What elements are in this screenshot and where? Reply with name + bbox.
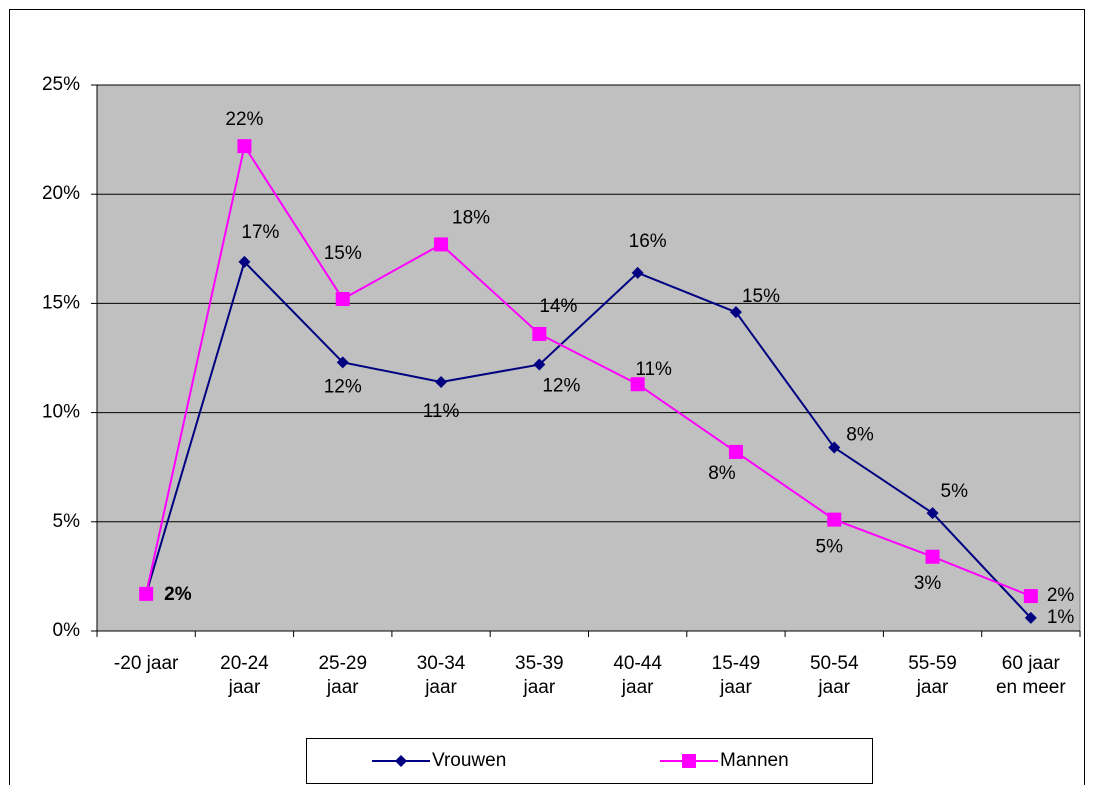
x-tick-label: 30-34 jaar (416, 653, 466, 698)
data-label: 2% (164, 584, 192, 605)
data-point (631, 266, 644, 279)
data-label: 12% (324, 376, 362, 397)
data-point (532, 326, 547, 341)
data-point (827, 512, 842, 527)
data-label: 15% (324, 243, 362, 264)
x-tick-label: 25-29 jaar (318, 653, 368, 698)
data-point (828, 441, 841, 454)
data-label: 11% (423, 401, 460, 422)
series-line (145, 143, 1032, 597)
data-label: 5% (816, 537, 844, 558)
data-point (682, 754, 696, 768)
data-point (139, 586, 154, 601)
data-point (237, 139, 252, 154)
y-tick-label: 20% (42, 183, 80, 204)
data-label: 5% (941, 481, 969, 502)
y-tick-label: 25% (42, 74, 80, 95)
data-point (335, 292, 350, 307)
data-point (238, 255, 251, 268)
data-label: 17% (241, 222, 279, 243)
data-point (1023, 589, 1038, 604)
x-tick-label: 55-59 jaar (908, 653, 957, 698)
x-tick-label: 40-44 jaar (613, 653, 662, 698)
data-label: 1% (1047, 607, 1075, 628)
data-label: 14% (539, 296, 577, 317)
legend-label: Mannen (720, 750, 789, 771)
data-label: 3% (914, 573, 942, 594)
y-tick-label: 5% (53, 511, 81, 532)
data-label: 22% (225, 109, 263, 130)
data-label: 12% (542, 376, 580, 397)
data-point (729, 306, 742, 319)
data-point (630, 377, 645, 392)
data-point (926, 507, 939, 520)
data-label: 18% (452, 207, 490, 228)
series-line (145, 259, 1032, 619)
data-point (1024, 611, 1037, 624)
data-label: 2% (1047, 585, 1075, 606)
y-tick-label: 0% (53, 620, 81, 641)
data-point (434, 237, 449, 252)
data-point (435, 376, 448, 389)
x-tick-label: -20 jaar (113, 653, 179, 674)
data-point (728, 444, 743, 459)
data-label: 15% (742, 286, 780, 307)
data-label: 16% (629, 231, 667, 252)
data-point (925, 549, 940, 564)
data-point (533, 358, 546, 371)
data-label: 8% (846, 425, 874, 446)
data-point (336, 356, 349, 369)
y-tick-label: 10% (42, 402, 80, 423)
data-label: 11% (635, 359, 672, 380)
data-point (395, 755, 407, 767)
x-tick-label: 20-24 jaar (220, 653, 269, 698)
x-tick-label: 60 jaar en meer (995, 653, 1066, 698)
legend-label: Vrouwen (432, 750, 506, 771)
data-label: 8% (708, 463, 736, 484)
x-tick-label: 15-49 jaar (711, 653, 761, 698)
x-tick-label: 50-54 jaar (809, 653, 859, 698)
x-tick-label: 35-39 jaar (515, 653, 564, 698)
y-tick-label: 15% (42, 292, 80, 313)
